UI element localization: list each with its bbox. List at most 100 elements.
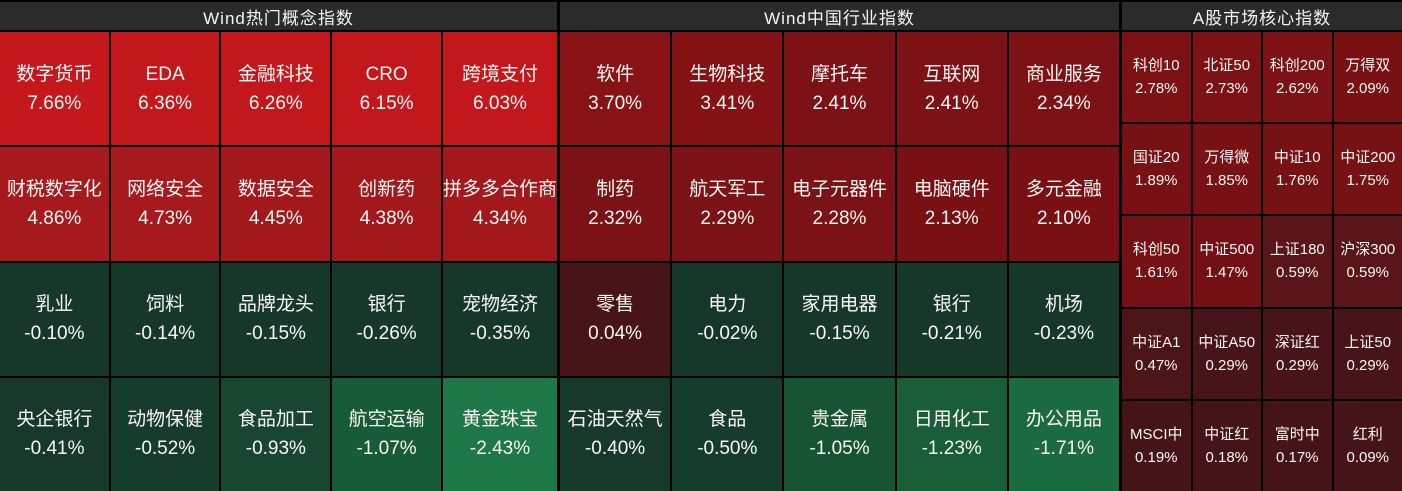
heatmap-cell[interactable]: 摩托车 2.41% [784, 32, 895, 146]
heatmap-cell[interactable]: 家用电器 -0.15% [784, 262, 895, 376]
index-name: 互联网 [923, 63, 981, 85]
index-change: 2.13% [924, 207, 979, 229]
heatmap-cell[interactable]: 乳业 -0.10% [0, 262, 109, 376]
heatmap-cell[interactable]: 数字货币 7.66% [0, 32, 109, 146]
heatmap-cell[interactable]: 生物科技 3.41% [672, 32, 783, 146]
heatmap-cell[interactable]: 北证50 2.73% [1192, 32, 1261, 123]
heatmap-cell[interactable]: 食品加工 -0.93% [221, 377, 331, 491]
heatmap-cell[interactable]: 银行 -0.26% [332, 262, 441, 376]
header-industry-indices: Wind中国行业指数 [560, 2, 1119, 30]
heatmap-cell[interactable]: 电脑硬件 2.13% [896, 147, 1007, 261]
index-change: -0.40% [584, 438, 646, 460]
heatmap-cell[interactable]: 软件 3.70% [560, 32, 671, 146]
heatmap-cell[interactable]: CRO 6.15% [332, 32, 441, 146]
heatmap-cell[interactable]: 财税数字化 4.86% [0, 147, 109, 261]
header-concept-indices: Wind热门概念指数 [0, 2, 557, 30]
index-name: 电脑硬件 [913, 178, 990, 200]
heatmap-cell[interactable]: 上证50 0.29% [1333, 308, 1402, 399]
heatmap-cell[interactable]: 黄金珠宝 -2.43% [442, 377, 557, 491]
heatmap-cell[interactable]: 万得微 1.85% [1192, 124, 1261, 215]
heatmap-cell[interactable]: 航天军工 2.29% [672, 147, 783, 261]
heatmap-cell[interactable]: 红利 0.09% [1333, 400, 1402, 491]
index-name: 沪深300 [1340, 241, 1396, 259]
heatmap-cell[interactable]: EDA 6.36% [110, 32, 220, 146]
index-name: 生物科技 [689, 63, 766, 85]
heatmap-cell[interactable]: MSCI中 0.19% [1122, 400, 1191, 491]
heatmap-cell[interactable]: 中证500 1.47% [1192, 216, 1261, 307]
heatmap-cell[interactable]: 中证红 0.18% [1192, 400, 1261, 491]
index-name: 摩托车 [810, 63, 868, 85]
heatmap-cell[interactable]: 互联网 2.41% [896, 32, 1007, 146]
heatmap-cell[interactable]: 中证10 1.76% [1263, 124, 1332, 215]
index-change: -0.50% [697, 438, 758, 460]
index-change: -1.07% [356, 438, 417, 460]
heatmap-cell[interactable]: 商业服务 2.34% [1008, 32, 1119, 146]
heatmap-cell[interactable]: 贵金属 -1.05% [784, 377, 895, 491]
heatmap-cell[interactable]: 制药 2.32% [560, 147, 671, 261]
index-change: 2.34% [1036, 92, 1091, 114]
index-change: 3.41% [700, 92, 755, 114]
heatmap-cell[interactable]: 科创10 2.78% [1122, 32, 1191, 123]
heatmap-cell[interactable]: 深证红 0.29% [1263, 308, 1332, 399]
heatmap-cell[interactable]: 创新药 4.38% [332, 147, 441, 261]
index-name: 食品加工 [237, 409, 314, 431]
index-change: -0.14% [135, 323, 196, 345]
heatmap-cell[interactable]: 多元金融 2.10% [1008, 147, 1119, 261]
index-change: 1.85% [1205, 172, 1249, 190]
heatmap-cell[interactable]: 零售 0.04% [560, 262, 671, 376]
heatmap-cell[interactable]: 上证180 0.59% [1263, 216, 1332, 307]
index-change: 2.32% [588, 207, 643, 229]
heatmap-cell[interactable]: 富时中 0.17% [1263, 400, 1332, 491]
heatmap-cell[interactable]: 国证20 1.89% [1122, 124, 1191, 215]
heatmap-cell[interactable]: 日用化工 -1.23% [896, 377, 1007, 491]
heatmap-cell[interactable]: 石油天然气 -0.40% [560, 377, 671, 491]
index-change: 2.28% [812, 207, 867, 229]
heatmap-cell[interactable]: 跨境支付 6.03% [442, 32, 557, 146]
heatmap-cell[interactable]: 品牌龙头 -0.15% [221, 262, 331, 376]
heatmap-cell[interactable]: 中证A50 0.29% [1192, 308, 1261, 399]
heatmap-cell[interactable]: 沪深300 0.59% [1333, 216, 1402, 307]
index-change: 0.59% [1346, 264, 1390, 282]
index-name: 拼多多合作商 [442, 178, 557, 200]
index-change: 4.38% [359, 207, 414, 229]
heatmap-cell[interactable]: 科创50 1.61% [1122, 216, 1191, 307]
heatmap-cell[interactable]: 金融科技 6.26% [221, 32, 331, 146]
index-name: 中证500 [1199, 241, 1255, 259]
index-name: 金融科技 [237, 63, 314, 85]
heatmap-cell[interactable]: 宠物经济 -0.35% [442, 262, 557, 376]
heatmap-cell[interactable]: 拼多多合作商 4.34% [442, 147, 557, 261]
heatmap-cell[interactable]: 数据安全 4.45% [221, 147, 331, 261]
heatmap-cell[interactable]: 食品 -0.50% [672, 377, 783, 491]
heatmap-cell[interactable]: 机场 -0.23% [1008, 262, 1119, 376]
heatmap-cell[interactable]: 航空运输 -1.07% [332, 377, 441, 491]
index-change: 0.29% [1275, 356, 1319, 374]
heatmap-cell[interactable]: 饲料 -0.14% [110, 262, 220, 376]
index-change: 6.15% [359, 92, 414, 114]
index-change: 4.86% [27, 207, 82, 229]
index-name: 创新药 [358, 178, 416, 200]
heatmap-cell[interactable]: 科创200 2.62% [1263, 32, 1332, 123]
heatmap-cell[interactable]: 网络安全 4.73% [110, 147, 220, 261]
heatmap-cell[interactable]: 万得双 2.09% [1333, 32, 1402, 123]
index-change: -0.10% [24, 323, 85, 345]
index-change: -1.23% [921, 438, 982, 460]
heatmap-cell[interactable]: 中证200 1.75% [1333, 124, 1402, 215]
index-change: 2.41% [924, 92, 979, 114]
index-name: 中证200 [1340, 149, 1396, 167]
heatmap-cell[interactable]: 银行 -0.21% [896, 262, 1007, 376]
section-header-row: Wind热门概念指数 Wind中国行业指数 A股市场核心指数 [0, 0, 1402, 30]
heatmap-cell[interactable]: 电子元器件 2.28% [784, 147, 895, 261]
index-name: 中证10 [1273, 149, 1321, 167]
heatmap-cell[interactable]: 动物保健 -0.52% [110, 377, 220, 491]
index-change: 0.29% [1205, 356, 1249, 374]
index-name: 深证红 [1274, 333, 1320, 351]
heatmap-cell[interactable]: 电力 -0.02% [672, 262, 783, 376]
index-name: 万得微 [1204, 149, 1250, 167]
heatmap-body: 数字货币 7.66% EDA 6.36% 金融科技 6.26% CRO 6.15% 跨境支付 6.… [0, 32, 1402, 491]
heatmap-cell[interactable]: 央企银行 -0.41% [0, 377, 109, 491]
index-change: 4.73% [138, 207, 193, 229]
heatmap-cell[interactable]: 办公用品 -1.71% [1008, 377, 1119, 491]
index-change: 3.70% [588, 92, 643, 114]
index-change: -1.05% [809, 438, 870, 460]
heatmap-cell[interactable]: 中证A1 0.47% [1122, 308, 1191, 399]
